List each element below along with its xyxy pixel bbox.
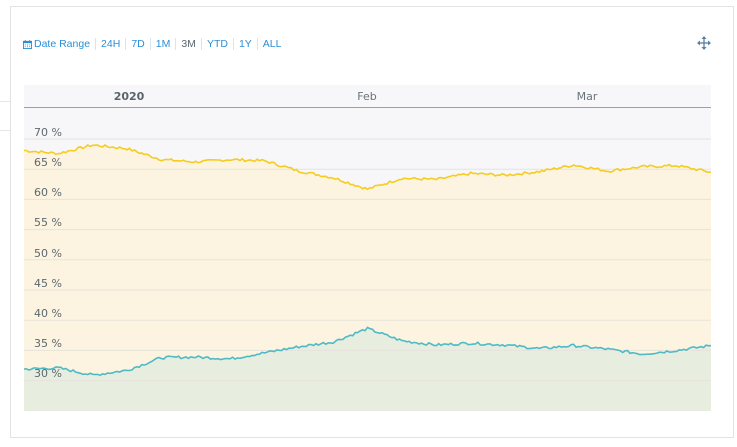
range-ytd-button[interactable]: YTD bbox=[200, 38, 233, 50]
y-tick-60: 60 % bbox=[34, 186, 62, 199]
range-toolbar: Date Range 24H 7D 1M 3M YTD 1Y ALL bbox=[23, 37, 286, 51]
move-arrows-icon[interactable] bbox=[697, 36, 711, 50]
x-axis-header: 2020 Feb Mar bbox=[24, 85, 711, 108]
y-tick-55: 55 % bbox=[34, 216, 62, 229]
y-tick-70: 70 % bbox=[34, 126, 62, 139]
upper-series-line bbox=[24, 143, 711, 191]
left-panel-divider bbox=[0, 130, 10, 131]
y-tick-65: 65 % bbox=[34, 156, 62, 169]
y-tick-50: 50 % bbox=[34, 247, 62, 260]
plot-area bbox=[24, 108, 711, 411]
y-tick-30: 30 % bbox=[34, 367, 62, 380]
stacked-area-chart: 2020 Feb Mar 70 % 65 % 60 % 55 % 50 % 45… bbox=[24, 85, 711, 411]
x-tick-2020: 2020 bbox=[113, 90, 145, 103]
lower-area-fill bbox=[24, 327, 711, 411]
x-tick-feb: Feb bbox=[357, 90, 377, 103]
y-tick-40: 40 % bbox=[34, 307, 62, 320]
range-7d-button[interactable]: 7D bbox=[125, 38, 149, 50]
x-tick-mar: Mar bbox=[576, 90, 598, 103]
lower-series-line bbox=[24, 326, 711, 377]
upper-area-fill bbox=[24, 145, 711, 411]
range-1m-button[interactable]: 1M bbox=[149, 38, 176, 50]
calendar-icon bbox=[23, 39, 32, 49]
left-panel-divider bbox=[0, 101, 10, 102]
range-1y-button[interactable]: 1Y bbox=[232, 38, 257, 50]
y-tick-35: 35 % bbox=[34, 337, 62, 350]
y-tick-45: 45 % bbox=[34, 277, 62, 290]
range-3m-button[interactable]: 3M bbox=[175, 38, 201, 50]
date-range-label: Date Range bbox=[34, 38, 91, 50]
range-24h-button[interactable]: 24H bbox=[95, 38, 125, 50]
date-range-button[interactable]: Date Range bbox=[23, 38, 95, 50]
range-all-button[interactable]: ALL bbox=[256, 38, 287, 50]
